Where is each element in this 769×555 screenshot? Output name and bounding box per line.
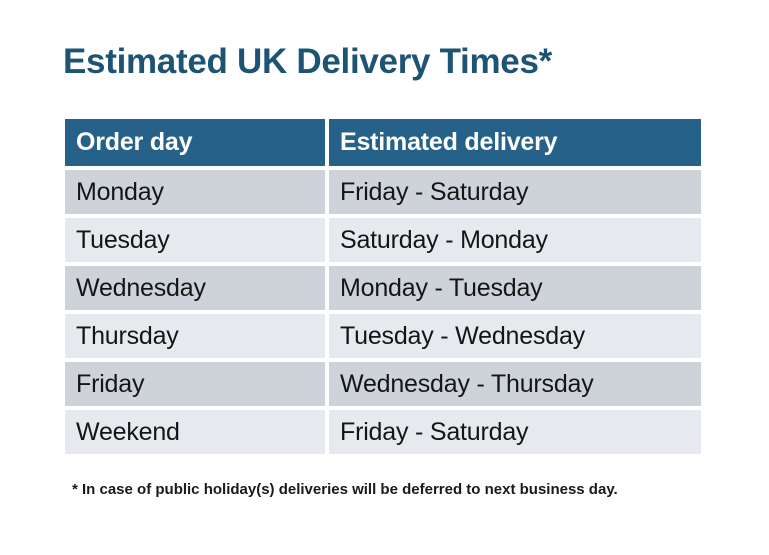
estimated-delivery-cell: Friday - Saturday bbox=[329, 410, 701, 454]
table-header-row: Order day Estimated delivery bbox=[65, 119, 701, 166]
table-row: Friday Wednesday - Thursday bbox=[65, 362, 701, 406]
page-title: Estimated UK Delivery Times* bbox=[63, 42, 552, 81]
table-row: Tuesday Saturday - Monday bbox=[65, 218, 701, 262]
order-day-cell: Monday bbox=[65, 170, 325, 214]
column-header-estimated-delivery: Estimated delivery bbox=[329, 119, 701, 166]
table-row: Wednesday Monday - Tuesday bbox=[65, 266, 701, 310]
column-header-order-day: Order day bbox=[65, 119, 325, 166]
table-row: Thursday Tuesday - Wednesday bbox=[65, 314, 701, 358]
table-row: Weekend Friday - Saturday bbox=[65, 410, 701, 454]
order-day-cell: Tuesday bbox=[65, 218, 325, 262]
estimated-delivery-cell: Friday - Saturday bbox=[329, 170, 701, 214]
estimated-delivery-cell: Wednesday - Thursday bbox=[329, 362, 701, 406]
order-day-cell: Friday bbox=[65, 362, 325, 406]
order-day-cell: Weekend bbox=[65, 410, 325, 454]
order-day-cell: Wednesday bbox=[65, 266, 325, 310]
order-day-cell: Thursday bbox=[65, 314, 325, 358]
estimated-delivery-cell: Tuesday - Wednesday bbox=[329, 314, 701, 358]
delivery-times-table: Order day Estimated delivery Monday Frid… bbox=[65, 119, 701, 454]
estimated-delivery-cell: Saturday - Monday bbox=[329, 218, 701, 262]
table-row: Monday Friday - Saturday bbox=[65, 170, 701, 214]
footnote: * In case of public holiday(s) deliverie… bbox=[72, 481, 618, 498]
estimated-delivery-cell: Monday - Tuesday bbox=[329, 266, 701, 310]
